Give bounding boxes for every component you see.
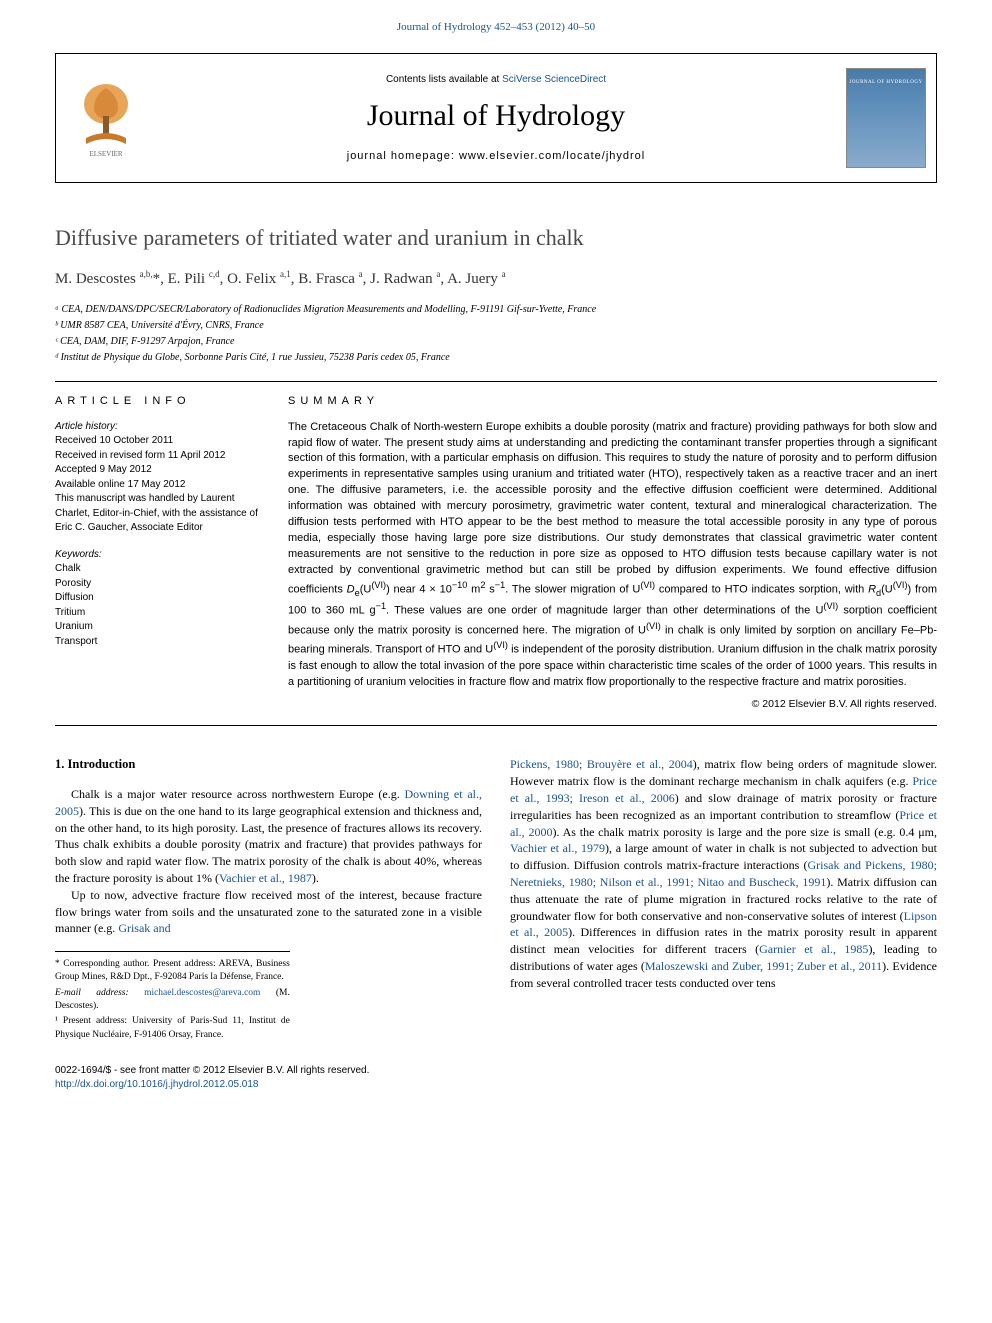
history-label: Article history: <box>55 420 260 435</box>
history-handled: This manuscript was handled by Laurent C… <box>55 492 260 536</box>
affiliation-b: ᵇ UMR 8587 CEA, Université d'Évry, CNRS,… <box>55 318 937 333</box>
article-title: Diffusive parameters of tritiated water … <box>55 223 937 254</box>
section-heading-intro: 1. Introduction <box>55 756 482 774</box>
email-line: E-mail address: michael.descostes@areva.… <box>55 987 290 1014</box>
running-head-link[interactable]: Journal of Hydrology 452–453 (2012) 40–5… <box>55 20 937 35</box>
issn-line: 0022-1694/$ - see front matter © 2012 El… <box>55 1064 937 1078</box>
intro-p1: Chalk is a major water resource across n… <box>55 786 482 887</box>
cover-title: JOURNAL OF HYDROLOGY <box>847 79 925 86</box>
keyword-4: Uranium <box>55 620 260 635</box>
affiliations: ᵃ CEA, DEN/DANS/DPC/SECR/Laboratory of R… <box>55 302 937 365</box>
article-info-column: article info Article history: Received 1… <box>55 394 260 711</box>
journal-cover: JOURNAL OF HYDROLOGY <box>836 60 936 176</box>
svg-text:ELSEVIER: ELSEVIER <box>89 150 122 158</box>
affiliation-c: ᶜ CEA, DAM, DIF, F-91297 Arpajon, France <box>55 334 937 349</box>
summary-text: The Cretaceous Chalk of North-western Eu… <box>288 420 937 691</box>
keyword-2: Diffusion <box>55 591 260 606</box>
separator-line-2 <box>55 725 937 726</box>
body-column-left: 1. Introduction Chalk is a major water r… <box>55 756 482 1043</box>
body-columns: 1. Introduction Chalk is a major water r… <box>55 756 937 1043</box>
keywords-label: Keywords: <box>55 548 260 563</box>
history-accepted: Accepted 9 May 2012 <box>55 463 260 478</box>
keyword-5: Transport <box>55 635 260 650</box>
article-info-header: article info <box>55 394 260 409</box>
homepage-url[interactable]: www.elsevier.com/locate/jhydrol <box>459 150 645 162</box>
affiliation-a: ᵃ CEA, DEN/DANS/DPC/SECR/Laboratory of R… <box>55 302 937 317</box>
history-revised: Received in revised form 11 April 2012 <box>55 449 260 464</box>
info-summary-row: article info Article history: Received 1… <box>55 394 937 711</box>
article-history-block: Article history: Received 10 October 201… <box>55 420 260 650</box>
body-column-right: Pickens, 1980; Brouyère et al., 2004), m… <box>510 756 937 1043</box>
journal-header: ELSEVIER Contents lists available at Sci… <box>55 53 937 183</box>
history-online: Available online 17 May 2012 <box>55 478 260 493</box>
summary-copyright: © 2012 Elsevier B.V. All rights reserved… <box>288 697 937 712</box>
elsevier-tree-icon: ELSEVIER <box>76 78 136 158</box>
affiliation-d: ᵈ Institut de Physique du Globe, Sorbonn… <box>55 350 937 365</box>
separator-line <box>55 381 937 382</box>
summary-header: summary <box>288 394 937 409</box>
sciencedirect-link[interactable]: SciVerse ScienceDirect <box>502 74 606 85</box>
authors-line: M. Descostes a,b,*, E. Pili c,d, O. Feli… <box>55 268 937 290</box>
keyword-1: Porosity <box>55 577 260 592</box>
keyword-3: Tritium <box>55 606 260 621</box>
email-link[interactable]: michael.descostes@areva.com <box>144 988 260 998</box>
intro-p2-continued: Pickens, 1980; Brouyère et al., 2004), m… <box>510 756 937 991</box>
doi-link[interactable]: http://dx.doi.org/10.1016/j.jhydrol.2012… <box>55 1079 258 1090</box>
history-received: Received 10 October 2011 <box>55 434 260 449</box>
present-address-note: ¹ Present address: University of Paris-S… <box>55 1015 290 1042</box>
intro-p2: Up to now, advective fracture flow recei… <box>55 887 482 937</box>
homepage-line: journal homepage: www.elsevier.com/locat… <box>156 149 836 164</box>
keyword-0: Chalk <box>55 562 260 577</box>
journal-cover-image: JOURNAL OF HYDROLOGY <box>846 68 926 168</box>
footnotes: * Corresponding author. Present address:… <box>55 951 290 1042</box>
elsevier-logo: ELSEVIER <box>56 68 156 168</box>
corresponding-author-note: * Corresponding author. Present address:… <box>55 958 290 985</box>
header-center: Contents lists available at SciVerse Sci… <box>156 65 836 172</box>
bottom-matter: 0022-1694/$ - see front matter © 2012 El… <box>55 1064 937 1092</box>
summary-column: summary The Cretaceous Chalk of North-we… <box>288 394 937 711</box>
contents-lists-line: Contents lists available at SciVerse Sci… <box>156 73 836 87</box>
journal-name: Journal of Hydrology <box>156 95 836 137</box>
